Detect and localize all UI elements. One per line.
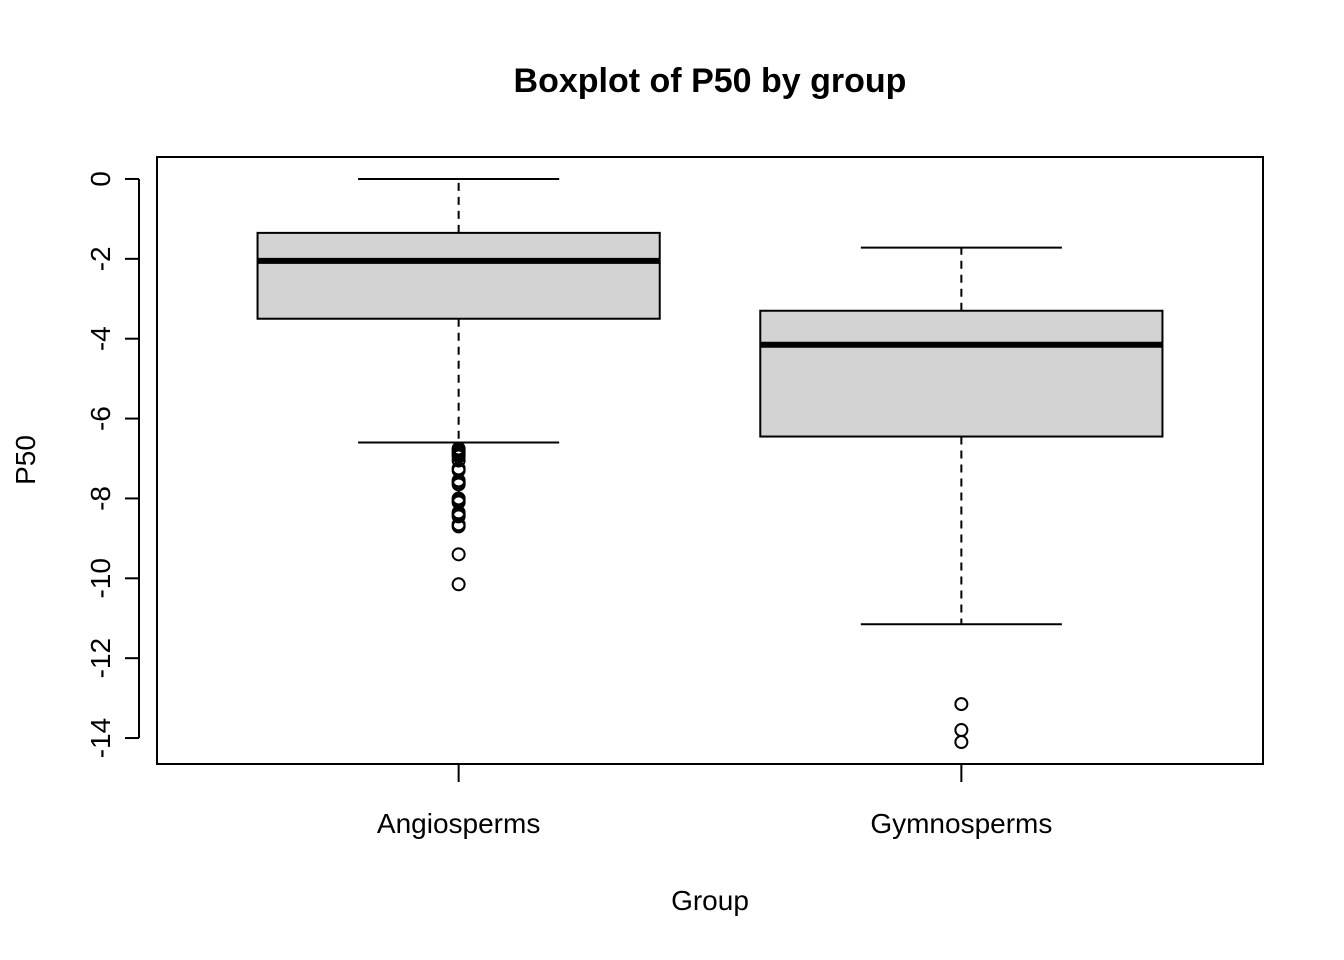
y-tick-label: -2: [85, 246, 116, 271]
y-tick-label: -10: [85, 558, 116, 598]
y-axis: 0 -2 -4 -6 -8 -10 -12 -14: [85, 171, 140, 758]
box-group-angiosperms: [256, 177, 661, 592]
x-axis-label: Group: [671, 885, 749, 916]
y-tick-label: -6: [85, 406, 116, 431]
plot-frame: [156, 156, 1264, 765]
x-axis: Angiosperms Gymnosperms: [377, 764, 1052, 839]
chart-title: Boxplot of P50 by group: [514, 62, 907, 100]
x-tick-label: Gymnosperms: [870, 808, 1052, 839]
outlier-point: [954, 697, 969, 712]
x-tick-label: Angiosperms: [377, 808, 540, 839]
outlier-point: [451, 509, 466, 524]
outlier-point: [954, 735, 969, 750]
y-tick-label: -4: [85, 326, 116, 351]
outlier-point: [954, 723, 969, 738]
y-tick-label: 0: [85, 171, 116, 187]
box-group-gymnosperms: [759, 246, 1164, 750]
iqr-box: [759, 309, 1164, 438]
y-tick-label: -8: [85, 486, 116, 511]
outlier-point: [451, 477, 466, 492]
y-axis-label: P50: [10, 435, 41, 485]
outlier-point: [451, 519, 466, 534]
outlier-point: [451, 577, 466, 592]
iqr-box: [256, 231, 661, 320]
boxes-layer: [256, 177, 1164, 750]
y-tick-label: -14: [85, 718, 116, 758]
outlier-point: [451, 453, 466, 468]
outlier-point: [451, 547, 466, 562]
y-tick-label: -12: [85, 638, 116, 678]
